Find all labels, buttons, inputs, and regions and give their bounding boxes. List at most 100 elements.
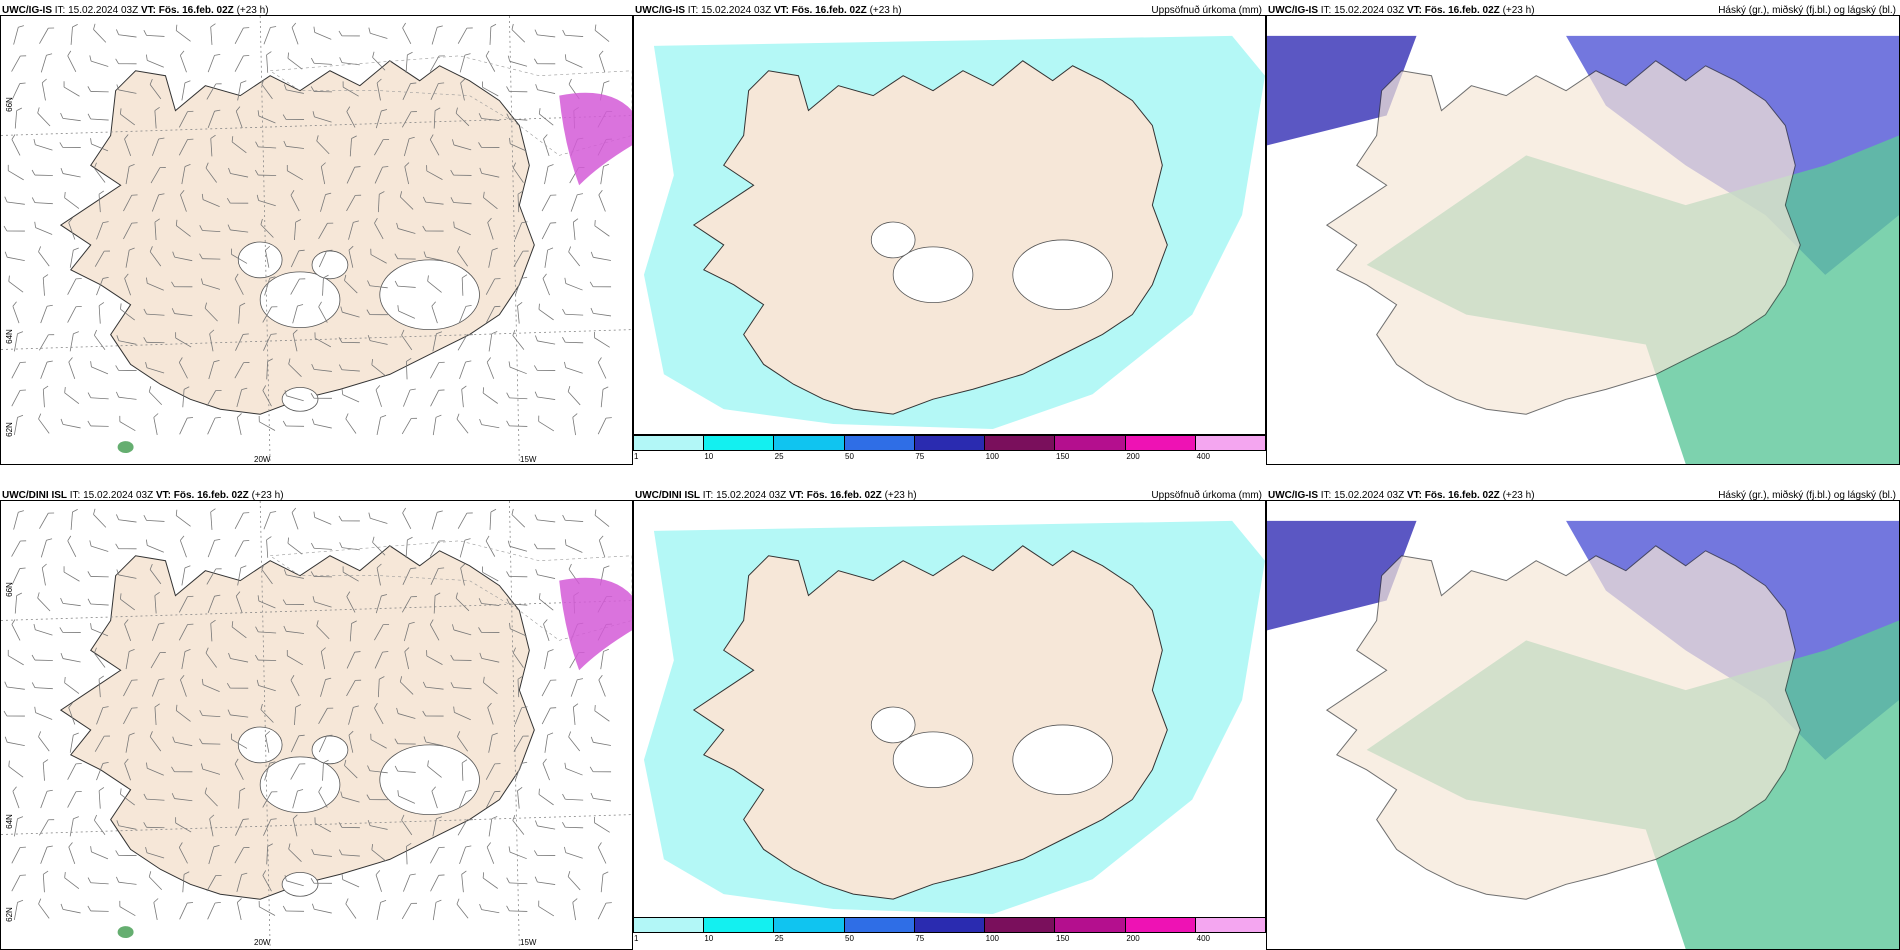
wind-barb: [396, 222, 416, 234]
colorbar-label: 75: [915, 934, 925, 943]
wind-barb: [422, 710, 444, 717]
glacier-area: [311, 250, 349, 280]
wind-barb: [320, 677, 332, 697]
wind-barb: [266, 51, 272, 73]
glacier-area: [379, 744, 480, 815]
wind-barb: [262, 791, 278, 808]
wind-barb: [535, 84, 556, 94]
wind-barb: [207, 53, 221, 73]
wind-barb: [403, 621, 415, 642]
map-frame[interactable]: [1266, 15, 1900, 465]
iceland-landmass: [59, 60, 535, 415]
wind-barb: [431, 510, 443, 530]
wind-barb: [478, 142, 500, 148]
wind-barb: [534, 514, 556, 523]
lead-time: (+23 h): [251, 490, 284, 501]
panel-header: UWC/IG-IS IT: 15.02.2024 03Z VT: Fös. 16…: [1266, 485, 1900, 507]
wind-barb: [283, 569, 304, 579]
wind-barb: [116, 84, 137, 94]
wind-barb: [227, 709, 249, 718]
wind-barb: [367, 280, 388, 289]
colorbar-label: 25: [774, 934, 784, 943]
wind-barb: [171, 308, 193, 317]
wind-barb: [288, 358, 302, 377]
wind-barb: [570, 193, 584, 212]
wind-barb: [206, 83, 222, 100]
wind-barb: [207, 109, 221, 129]
wind-barb: [89, 55, 109, 67]
wind-barb: [594, 816, 610, 833]
wind-barb: [116, 335, 137, 345]
wind-barb: [226, 682, 249, 689]
wind-barb: [11, 846, 26, 864]
wind-barb: [151, 193, 165, 212]
wind-barb: [125, 164, 135, 185]
wind-barb: [125, 732, 135, 753]
wind-barb: [402, 567, 417, 585]
model-name: UWC/IG-IS: [635, 5, 685, 16]
wind-barb: [68, 702, 76, 725]
wind-barb: [600, 871, 609, 893]
wind-barb: [199, 738, 221, 745]
colorbar-label: 50: [845, 934, 854, 943]
wind-barb: [231, 136, 247, 154]
wind-barb: [485, 50, 496, 72]
model-name: UWC/DINI ISL: [2, 490, 67, 501]
map-frame[interactable]: [1266, 500, 1900, 950]
lon-label-15w: 15W: [520, 455, 537, 464]
wind-barb: [178, 842, 188, 864]
wind-barb: [90, 361, 109, 375]
wind-barb: [33, 623, 53, 636]
wind-barb: [564, 361, 583, 374]
map-frame[interactable]: [633, 15, 1266, 435]
wind-barb: [40, 360, 53, 379]
wind-barb: [316, 620, 330, 640]
wind-barb: [291, 507, 299, 530]
wind-barb: [506, 420, 528, 427]
wind-barb: [205, 162, 217, 183]
wind-barb: [60, 418, 81, 429]
wind-barb: [450, 169, 472, 176]
wind-barb: [69, 732, 79, 753]
wind-barb: [310, 571, 332, 578]
wind-barb: [534, 29, 556, 38]
map-frame[interactable]: [633, 500, 1266, 920]
panel-header: UWC/IG-IS IT: 15.02.2024 03Z VT: Fös. 16…: [633, 0, 1266, 22]
wind-barb: [67, 763, 82, 780]
wind-barb: [431, 786, 438, 809]
wind-barb: [87, 877, 109, 885]
wind-barb: [562, 793, 584, 801]
wind-barb: [210, 619, 216, 642]
colorbar-swatch: [704, 918, 775, 932]
wind-barb: [568, 731, 581, 752]
vt-value: Fös. 16.feb. 02Z: [806, 490, 882, 501]
wind-barb: [199, 225, 221, 232]
wind-barb: [461, 759, 468, 781]
wind-barb: [517, 675, 524, 698]
wind-barb: [207, 538, 221, 558]
wind-barb: [311, 848, 332, 857]
wind-barb: [210, 508, 216, 530]
wind-barb: [338, 822, 360, 829]
wind-barb: [432, 899, 442, 921]
wind-barb: [37, 107, 51, 127]
wind-barb: [432, 414, 442, 436]
wind-barb: [403, 873, 416, 892]
wind-barb: [598, 535, 606, 558]
wind-barb: [146, 277, 164, 291]
wind-barb: [514, 706, 528, 725]
map-frame[interactable]: [0, 500, 633, 950]
wind-barb: [457, 731, 468, 752]
wind-barb: [313, 511, 332, 525]
wind-barb: [341, 388, 360, 403]
wind-barb: [458, 790, 472, 809]
wind-barb: [506, 905, 528, 912]
wind-barb: [597, 902, 612, 920]
wind-barb: [488, 732, 498, 753]
wind-barb: [478, 598, 500, 606]
wind-barb: [512, 329, 525, 350]
map-frame[interactable]: [0, 15, 633, 465]
colorbar-label: 400: [1196, 934, 1211, 943]
wind-barb: [533, 850, 556, 856]
wind-barb: [394, 253, 416, 260]
